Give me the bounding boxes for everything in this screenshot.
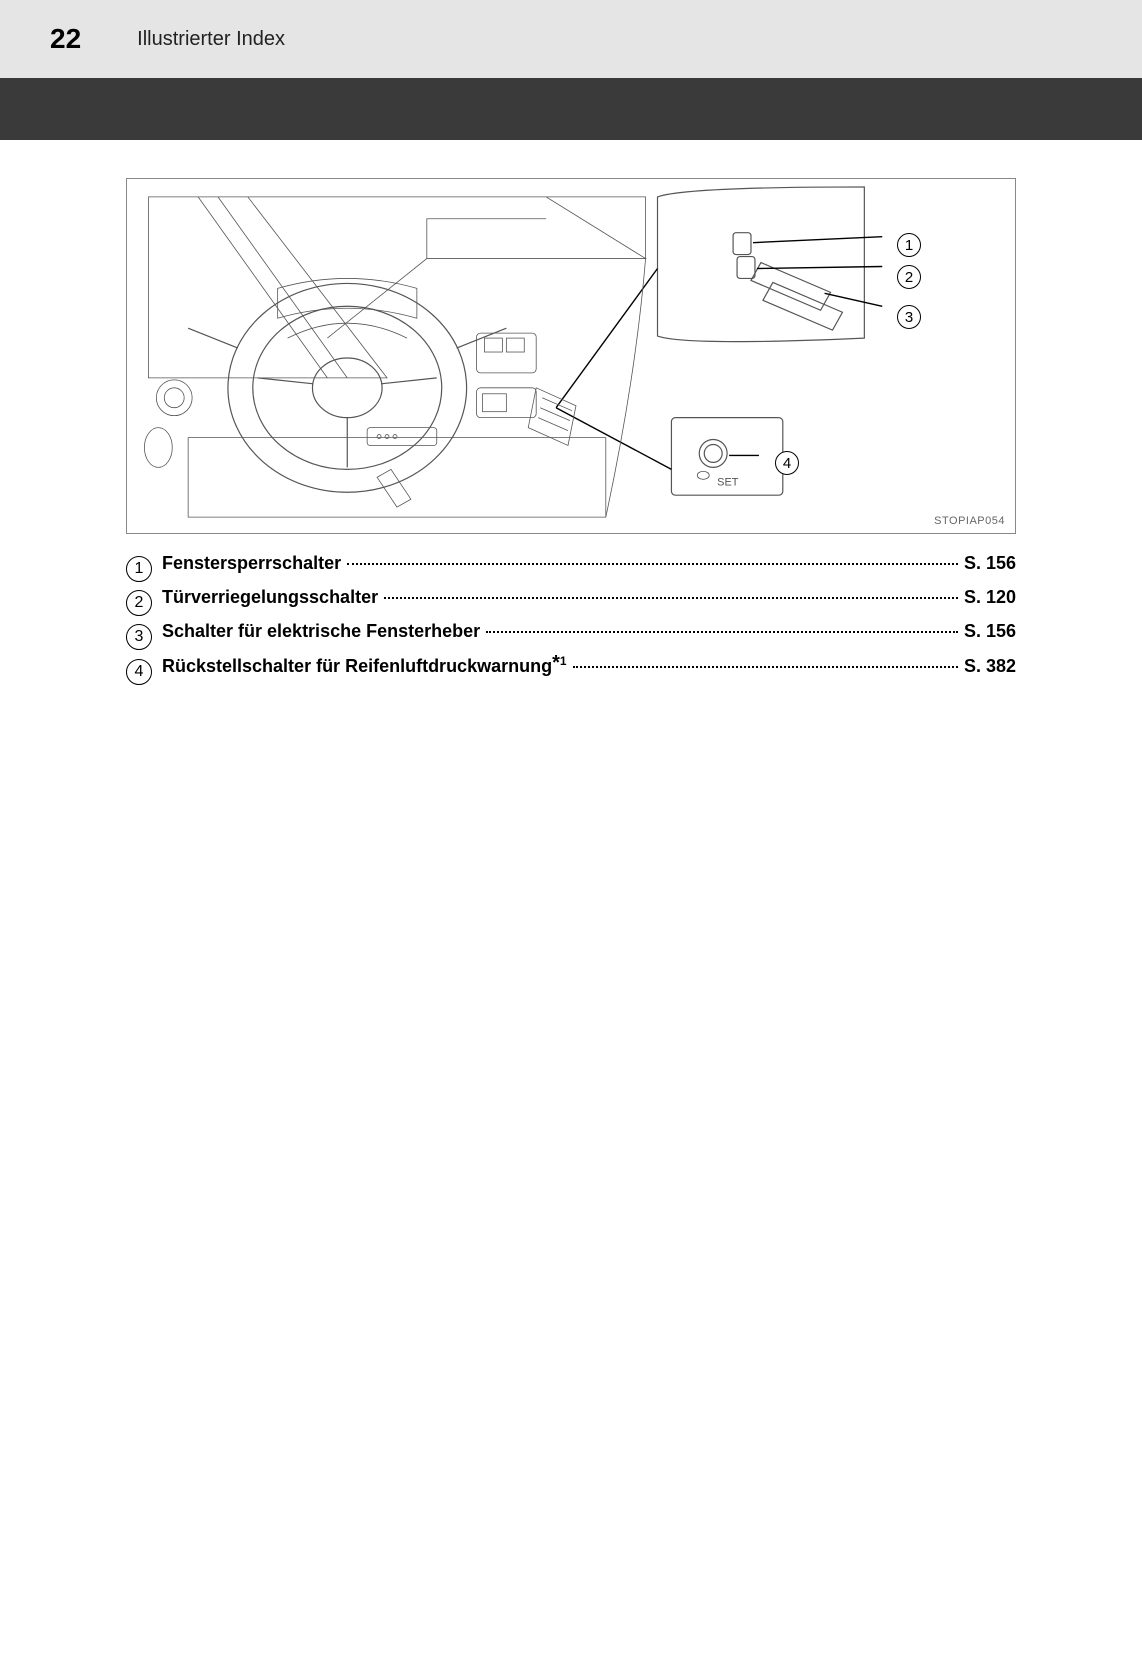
callout-2: 2 <box>897 265 921 289</box>
index-page: S. 120 <box>964 587 1016 608</box>
index-page: S. 156 <box>964 621 1016 642</box>
page-number: 22 <box>50 23 81 55</box>
header-title: Illustrierter Index <box>137 28 285 51</box>
diagram-box: SET <box>126 178 1016 534</box>
leader-dots <box>573 664 958 668</box>
callout-1: 1 <box>897 233 921 257</box>
index-number: 4 <box>126 659 152 685</box>
index-label: Türverriegelungsschalter <box>162 587 378 608</box>
index-list: 1 Fenstersperrschalter S. 156 2 Türverri… <box>126 552 1016 681</box>
index-row: 4 Rückstellschalter für Reifenluftdruckw… <box>126 654 1016 681</box>
index-page: S. 156 <box>964 553 1016 574</box>
callout-4: 4 <box>775 451 799 475</box>
header-black-band <box>0 78 1142 140</box>
index-label: Fenstersperrschalter <box>162 553 341 574</box>
footnote-asterisk: * <box>552 652 560 674</box>
leader-dots <box>486 629 958 633</box>
index-label-text: Rückstellschalter für Reifenluftdruckwar… <box>162 656 552 676</box>
leader-dots <box>384 595 958 599</box>
index-page: S. 382 <box>964 656 1016 677</box>
dashboard-diagram: SET <box>127 179 1015 533</box>
index-label: Schalter für elektrische Fensterheber <box>162 621 480 642</box>
index-number: 1 <box>126 556 152 582</box>
index-row: 3 Schalter für elektrische Fensterheber … <box>126 620 1016 646</box>
set-label: SET <box>717 476 739 488</box>
index-row: 1 Fenstersperrschalter S. 156 <box>126 552 1016 578</box>
content-area: SET <box>0 178 1142 681</box>
footnote-number: 1 <box>560 654 567 668</box>
index-row: 2 Türverriegelungsschalter S. 120 <box>126 586 1016 612</box>
callout-3: 3 <box>897 305 921 329</box>
diagram-code: STOPIAP054 <box>934 515 1005 527</box>
index-number: 3 <box>126 624 152 650</box>
index-label: Rückstellschalter für Reifenluftdruckwar… <box>162 654 567 677</box>
page-header: 22 Illustrierter Index <box>0 0 1142 78</box>
index-number: 2 <box>126 590 152 616</box>
leader-dots <box>347 561 958 565</box>
